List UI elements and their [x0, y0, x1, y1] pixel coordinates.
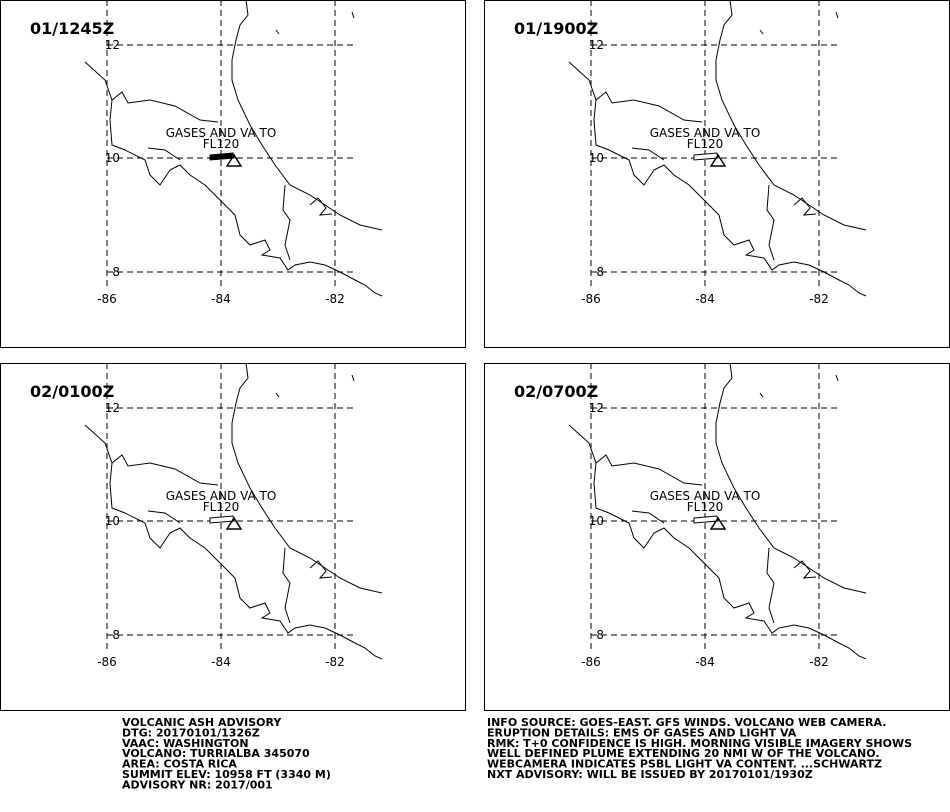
lat-label: 12	[589, 401, 604, 415]
map-panel: -86 -84 -82 12 10 8 01/1900Z GASES AND VA TOFL1…	[484, 0, 950, 348]
plume-label: FL120	[687, 137, 724, 151]
ash-plume	[209, 152, 235, 161]
coastline	[147, 510, 181, 524]
coastline	[593, 99, 867, 297]
coastline	[593, 462, 867, 660]
plume-label: GASES AND VA TO	[650, 489, 761, 503]
ash-plume	[693, 152, 719, 161]
coastline	[231, 362, 383, 594]
lon-label: -84	[211, 655, 231, 669]
lon-label: -86	[97, 655, 117, 669]
lat-label: 8	[596, 265, 604, 279]
coastline	[147, 147, 181, 161]
coastline	[275, 392, 280, 398]
coastline	[766, 184, 775, 261]
coastline	[793, 197, 817, 216]
ash-plume	[209, 515, 235, 524]
panel-time: 01/1900Z	[514, 19, 598, 38]
coastline	[309, 560, 333, 579]
map-panel: -86 -84 -82 12 10 8 01/1245Z GASES AND VA TOFL1…	[0, 0, 466, 348]
lon-label: -84	[695, 655, 715, 669]
panel-time: 02/0700Z	[514, 382, 598, 401]
coastline	[231, 0, 383, 231]
coastline	[715, 362, 867, 594]
advisory-line: RMK: T+0 CONFIDENCE IS HIGH. MORNING VIS…	[487, 737, 912, 750]
coastline	[351, 11, 355, 19]
lat-label: 12	[105, 38, 120, 52]
advisory-line: VOLCANIC ASH ADVISORY	[122, 716, 282, 729]
coastline	[109, 462, 383, 660]
volcano	[709, 153, 727, 167]
lon-label: -86	[97, 292, 117, 306]
lon-label: -82	[809, 655, 829, 669]
advisory-line: DTG: 20170101/1326Z	[122, 726, 260, 739]
coastline	[351, 374, 355, 382]
advisory-line: ADVISORY NR: 2017/001	[122, 778, 273, 791]
lat-label: 8	[112, 265, 120, 279]
lat-label: 10	[589, 151, 604, 165]
advisory-line: SUMMIT ELEV: 10958 FT (3340 M)	[122, 768, 331, 781]
lat-label: 8	[112, 628, 120, 642]
lat-label: 12	[589, 38, 604, 52]
coastline	[282, 184, 291, 261]
lat-label: 8	[596, 628, 604, 642]
coastline	[835, 11, 839, 19]
coastline	[631, 510, 665, 524]
coastline	[759, 29, 764, 35]
panel-time: 02/0100Z	[30, 382, 114, 401]
advisory-line: WEBCAMERA INDICATES PSBL LIGHT VA CONTEN…	[487, 758, 882, 771]
lon-label: -84	[695, 292, 715, 306]
ash-plume	[693, 515, 719, 524]
lat-label: 10	[105, 151, 120, 165]
coastline	[715, 0, 867, 231]
plume-label: FL120	[687, 500, 724, 514]
volcano	[709, 516, 727, 530]
coastline	[309, 197, 333, 216]
volcano	[225, 153, 243, 167]
plume-label: FL120	[203, 500, 240, 514]
map-panel: -86 -84 -82 12 10 8 02/0100Z GASES AND VA TOFL1…	[0, 362, 466, 711]
advisory-line: NXT ADVISORY: WILL BE ISSUED BY 20170101…	[487, 768, 813, 781]
coastline	[759, 392, 764, 398]
lat-label: 10	[105, 514, 120, 528]
advisory-line: INFO SOURCE: GOES-EAST. GFS WINDS. VOLCA…	[487, 716, 886, 729]
coastline	[835, 374, 839, 382]
panel-frame	[0, 0, 466, 348]
lat-label: 10	[589, 514, 604, 528]
coastline	[275, 29, 280, 35]
plume-label: FL120	[203, 137, 240, 151]
advisory-line: WELL DEFINED PLUME EXTENDING 20 NMI W OF…	[487, 747, 880, 760]
advisory-line: AREA: COSTA RICA	[122, 758, 237, 771]
panel-time: 01/1245Z	[30, 19, 114, 38]
lon-label: -84	[211, 292, 231, 306]
lon-label: -86	[581, 292, 601, 306]
coastline	[766, 547, 775, 624]
lon-label: -82	[325, 655, 345, 669]
plume-label: GASES AND VA TO	[650, 126, 761, 140]
coastline	[793, 560, 817, 579]
coastline	[84, 424, 219, 486]
lat-label: 12	[105, 401, 120, 415]
coastline	[568, 61, 703, 123]
advisory-line: VAAC: WASHINGTON	[122, 737, 249, 750]
plume-label: GASES AND VA TO	[166, 489, 277, 503]
lon-label: -86	[581, 655, 601, 669]
advisory-line: ERUPTION DETAILS: EMS OF GASES AND LIGHT…	[487, 726, 797, 739]
lon-label: -82	[809, 292, 829, 306]
coastline	[631, 147, 665, 161]
map-panel: -86 -84 -82 12 10 8 02/0700Z GASES AND VA TOFL1…	[484, 362, 950, 711]
plume-label: GASES AND VA TO	[166, 126, 277, 140]
panel-frame	[0, 363, 466, 711]
coastline	[84, 61, 219, 123]
lon-label: -82	[325, 292, 345, 306]
coastline	[568, 424, 703, 486]
advisory-line: VOLCANO: TURRIALBA 345070	[122, 747, 310, 760]
coastline	[109, 99, 383, 297]
coastline	[282, 547, 291, 624]
volcano	[225, 516, 243, 530]
